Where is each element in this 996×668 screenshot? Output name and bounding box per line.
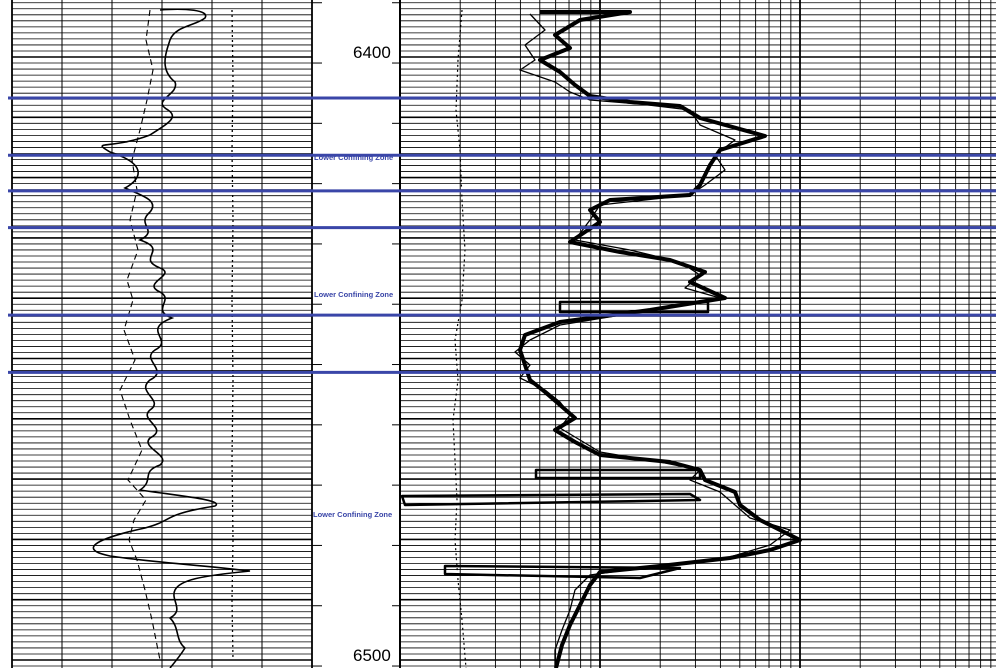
track-1-curves [92,8,251,668]
spike-lower-1 [400,492,702,507]
track-1-grid [11,0,313,668]
zone-label-3: Lower Confining Zone [313,510,392,519]
shallow-curve-dotted [452,9,467,668]
spike-middle [534,468,702,480]
spike-upper [558,300,710,314]
depth-label-6400: 6400 [353,43,391,62]
depth-label-6500: 6500 [353,646,391,665]
medium-curve-thin [514,13,791,668]
spike-lower-2 [443,564,682,580]
zone-boundaries [8,96,996,374]
depth-ticks [312,2,400,667]
track-2-grid [399,0,996,668]
sp-curve-dotted [231,9,234,661]
zone-label-2: Lower Confining Zone [314,290,393,299]
gamma-curve-dashed [119,9,161,661]
zone-label-1: Lower Confining Zone [314,153,393,162]
resistivity-curve-solid [92,8,251,668]
